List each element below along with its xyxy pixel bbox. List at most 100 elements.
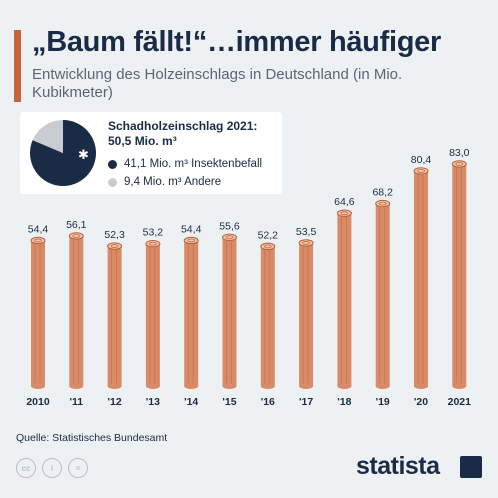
bar-'17 xyxy=(298,239,314,389)
category-label: '15 xyxy=(222,396,236,408)
bar-'13 xyxy=(145,240,161,389)
bar-base xyxy=(414,383,428,389)
category-label: '17 xyxy=(299,396,313,408)
value-label: 54,4 xyxy=(28,223,49,235)
bar-body xyxy=(222,237,237,386)
bar-base xyxy=(184,383,199,389)
title-accent-bar xyxy=(14,30,21,102)
bar-body xyxy=(260,246,275,386)
bar-top-ring xyxy=(72,234,81,238)
bar-'15 xyxy=(222,233,237,389)
bar-base xyxy=(452,383,467,389)
bar-base xyxy=(260,383,275,389)
category-label: '14 xyxy=(184,396,198,408)
bar-'19 xyxy=(375,199,391,389)
bar-base xyxy=(299,383,314,389)
bar-top xyxy=(413,167,429,175)
license-icons: cc i = xyxy=(16,458,88,478)
source-note: Quelle: Statistisches Bundesamt xyxy=(16,432,168,444)
bar-'20 xyxy=(413,167,429,389)
bar-body xyxy=(69,235,84,386)
value-label: 56,1 xyxy=(66,219,87,231)
bar-top-ring xyxy=(455,162,464,166)
bar-body xyxy=(107,246,122,386)
bar-top xyxy=(183,236,199,245)
bar-body xyxy=(414,170,428,386)
legend-label-other: 9,4 Mio. m³ Andere xyxy=(124,176,222,188)
pie-slice-insects xyxy=(30,120,97,186)
value-label: 52,2 xyxy=(258,229,279,241)
category-label: '19 xyxy=(376,396,390,408)
value-label: 68,2 xyxy=(372,187,393,199)
pie-title: Schadholzeinschlag 2021: 50,5 Mio. m³ xyxy=(108,119,257,149)
cc-icon[interactable]: cc xyxy=(16,458,36,478)
value-label: 55,6 xyxy=(219,220,240,232)
category-label: '13 xyxy=(146,396,160,408)
bar-body xyxy=(184,240,199,386)
brand-logo[interactable]: statista xyxy=(356,452,440,480)
bar-top-ring xyxy=(417,169,425,173)
category-label: '18 xyxy=(337,396,351,408)
value-label: 53,2 xyxy=(143,227,164,239)
bar-'14 xyxy=(183,236,199,389)
bar-top xyxy=(260,242,276,251)
chart-title: „Baum fällt!“…immer häufiger xyxy=(32,26,441,58)
pie-title-line1: Schadholzeinschlag 2021: xyxy=(108,119,258,133)
bar-top xyxy=(451,160,467,168)
bar-top xyxy=(222,233,237,241)
bar-top-ring xyxy=(34,238,42,243)
bar-body xyxy=(452,164,467,386)
bar-2010 xyxy=(30,236,46,389)
category-label: '20 xyxy=(414,396,428,408)
bar-top xyxy=(30,236,46,245)
bar-base xyxy=(337,383,352,389)
bar-base xyxy=(69,383,84,389)
legend-item-insects: 41,1 Mio. m³ Insektenbefall xyxy=(108,158,262,170)
legend-dot-insects xyxy=(108,159,117,169)
pie-slice-other xyxy=(32,120,63,153)
bar-top xyxy=(145,240,161,248)
bar-top xyxy=(107,242,123,250)
by-icon[interactable]: i xyxy=(42,458,62,478)
bar-'18 xyxy=(336,209,352,389)
pie-inset: ✱ Schadholzeinschlag 2021: 50,5 Mio. m³ … xyxy=(20,112,282,194)
bar-body xyxy=(375,203,390,386)
category-label: 2010 xyxy=(26,396,50,408)
bar-'16 xyxy=(260,242,276,389)
bar-top xyxy=(68,232,84,240)
bar-base xyxy=(222,383,237,389)
bar-top xyxy=(375,199,391,208)
legend-dot-other xyxy=(108,177,117,187)
legend-item-other: 9,4 Mio. m³ Andere xyxy=(108,176,221,188)
pie-title-line2: 50,5 Mio. m³ xyxy=(108,134,177,148)
value-label: 80,4 xyxy=(411,154,432,166)
category-label: '16 xyxy=(261,396,275,408)
bar-top-ring xyxy=(187,238,196,243)
bar-base xyxy=(145,383,160,389)
bar-top-ring xyxy=(340,211,349,216)
bar-body xyxy=(299,242,314,386)
chart-subtitle: Entwicklung des Holzeinschlags in Deutsc… xyxy=(32,66,403,101)
nd-icon[interactable]: = xyxy=(68,458,88,478)
bar-body xyxy=(31,240,45,386)
value-label: 54,4 xyxy=(181,223,202,235)
value-label: 83,0 xyxy=(449,147,470,159)
bar-base xyxy=(375,383,390,389)
value-label: 64,6 xyxy=(334,196,355,208)
bar-'11 xyxy=(68,232,84,389)
value-label: 52,3 xyxy=(104,229,125,241)
legend-label-insects: 41,1 Mio. m³ Insektenbefall xyxy=(124,158,263,170)
bar-body xyxy=(337,213,352,386)
bar-body xyxy=(145,243,160,386)
value-label: 53,5 xyxy=(296,226,317,238)
category-label: 2021 xyxy=(448,396,472,408)
bar-top-ring xyxy=(110,244,119,248)
beetle-icon: ✱ xyxy=(78,148,89,163)
bar-top-ring xyxy=(263,244,272,249)
category-label: '11 xyxy=(69,396,83,408)
bar-top-ring xyxy=(149,241,157,246)
bar-top-ring xyxy=(302,241,310,245)
bar-base xyxy=(107,383,122,389)
